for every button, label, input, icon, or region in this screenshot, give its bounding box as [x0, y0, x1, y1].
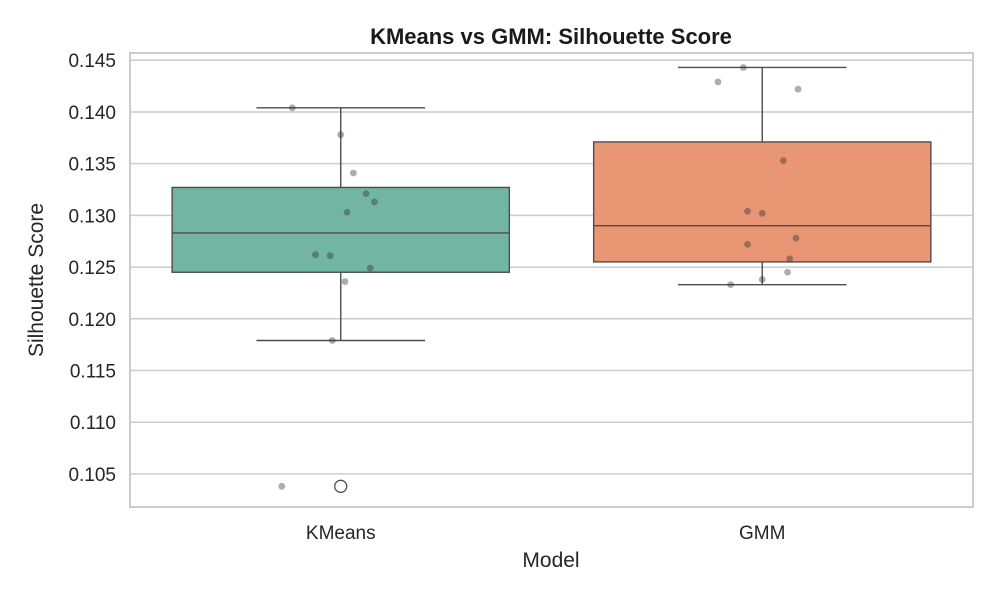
y-tick-label: 0.110 [70, 413, 116, 434]
y-tick-label: 0.130 [68, 206, 116, 227]
data-point [366, 264, 374, 272]
data-point [343, 208, 351, 216]
y-tick-label: 0.120 [68, 310, 116, 331]
data-point [371, 198, 378, 206]
y-tick-label: 0.135 [68, 155, 116, 176]
y-tick-label: 0.145 [68, 51, 116, 72]
data-point [714, 78, 722, 86]
data-point [794, 85, 802, 93]
x-axis-label: Model [522, 549, 579, 572]
data-point [337, 131, 345, 139]
data-point [758, 276, 766, 283]
data-point [312, 251, 319, 259]
box-kmeans [171, 186, 511, 273]
data-point [288, 104, 296, 112]
data-point [278, 482, 286, 490]
y-tick-label: 0.125 [68, 258, 116, 279]
data-point [779, 157, 787, 164]
y-axis-label: Silhouette Score [25, 203, 48, 357]
data-point [326, 252, 334, 260]
y-tick-label: 0.140 [68, 103, 116, 124]
y-tick-labels: 0.105 0.110 0.115 0.120 0.125 0.130 0.135 0.140… [68, 51, 116, 486]
data-point [739, 64, 747, 71]
outlier-marker [334, 479, 348, 493]
data-point [786, 255, 794, 263]
x-tick-labels: KMeans GMM [306, 523, 786, 544]
data-point [341, 278, 349, 285]
data-point [362, 190, 370, 198]
y-tick-label: 0.115 [70, 361, 116, 382]
data-point [349, 169, 357, 177]
y-tick-label: 0.105 [68, 465, 116, 486]
plot-frame [129, 52, 974, 508]
data-point [727, 281, 735, 289]
data-point [792, 234, 800, 242]
data-point [744, 240, 751, 248]
data-point [758, 209, 766, 217]
chart-title: KMeans vs GMM: Silhouette Score [370, 24, 732, 49]
data-point [328, 337, 336, 344]
data-point [784, 268, 791, 276]
strip-points [278, 64, 802, 490]
box-gmm [592, 141, 932, 263]
data-point [744, 207, 751, 215]
x-tick-label: GMM [739, 523, 785, 544]
x-tick-label: KMeans [306, 523, 376, 544]
boxes [171, 66, 932, 493]
